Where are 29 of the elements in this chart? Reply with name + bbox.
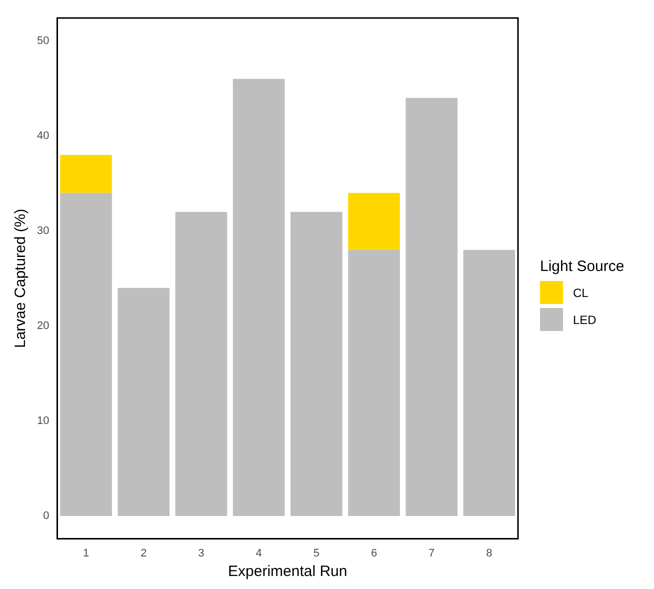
bar	[60, 154, 112, 193]
legend-title: Light Source	[540, 258, 624, 275]
x-tick-label: 6	[370, 547, 378, 560]
y-axis-title: Larvae Captured (%)	[12, 208, 30, 348]
y-tick-label: 40	[36, 130, 50, 142]
x-tick-label: 7	[428, 547, 435, 560]
x-tick-label: 2	[140, 547, 147, 560]
bar	[290, 212, 342, 516]
y-tick-label: 50	[36, 34, 50, 47]
bar	[175, 212, 228, 516]
bar	[463, 250, 516, 516]
y-tick-label: 20	[36, 320, 50, 332]
x-tick-label: 3	[198, 547, 204, 560]
x-axis-title: Experimental Run	[228, 563, 348, 580]
bar	[60, 192, 112, 516]
bar	[232, 78, 285, 516]
bar	[118, 288, 170, 516]
bar	[406, 98, 458, 516]
x-tick-label: 5	[313, 547, 320, 560]
x-tick-label: 1	[82, 547, 90, 560]
bar	[348, 250, 400, 516]
y-tick-label: 10	[36, 414, 50, 427]
y-tick-label: 30	[36, 224, 50, 237]
x-tick-label: 4	[256, 547, 262, 560]
x-tick-label: 8	[486, 547, 492, 560]
bar	[348, 192, 400, 250]
legend-label: LED	[573, 312, 596, 326]
y-tick-label: 0	[43, 510, 50, 522]
legend-label: CL	[573, 286, 588, 300]
